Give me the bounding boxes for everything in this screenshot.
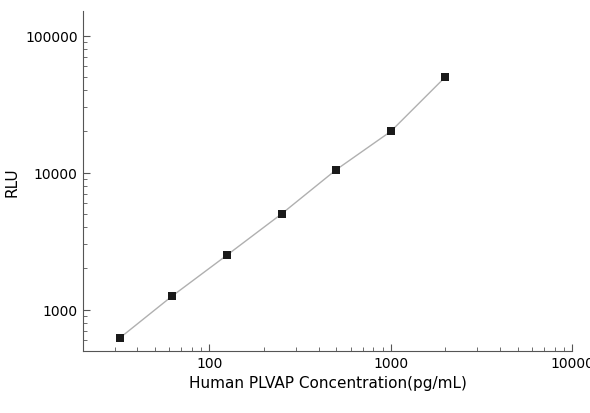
Point	[115, 335, 124, 342]
Point	[167, 293, 176, 300]
Point	[277, 211, 286, 218]
Point	[332, 167, 341, 173]
Point	[222, 252, 232, 259]
Point	[441, 74, 450, 81]
X-axis label: Human PLVAP Concentration(pg/mL): Human PLVAP Concentration(pg/mL)	[189, 375, 466, 390]
Point	[386, 129, 395, 135]
Y-axis label: RLU: RLU	[5, 167, 19, 197]
